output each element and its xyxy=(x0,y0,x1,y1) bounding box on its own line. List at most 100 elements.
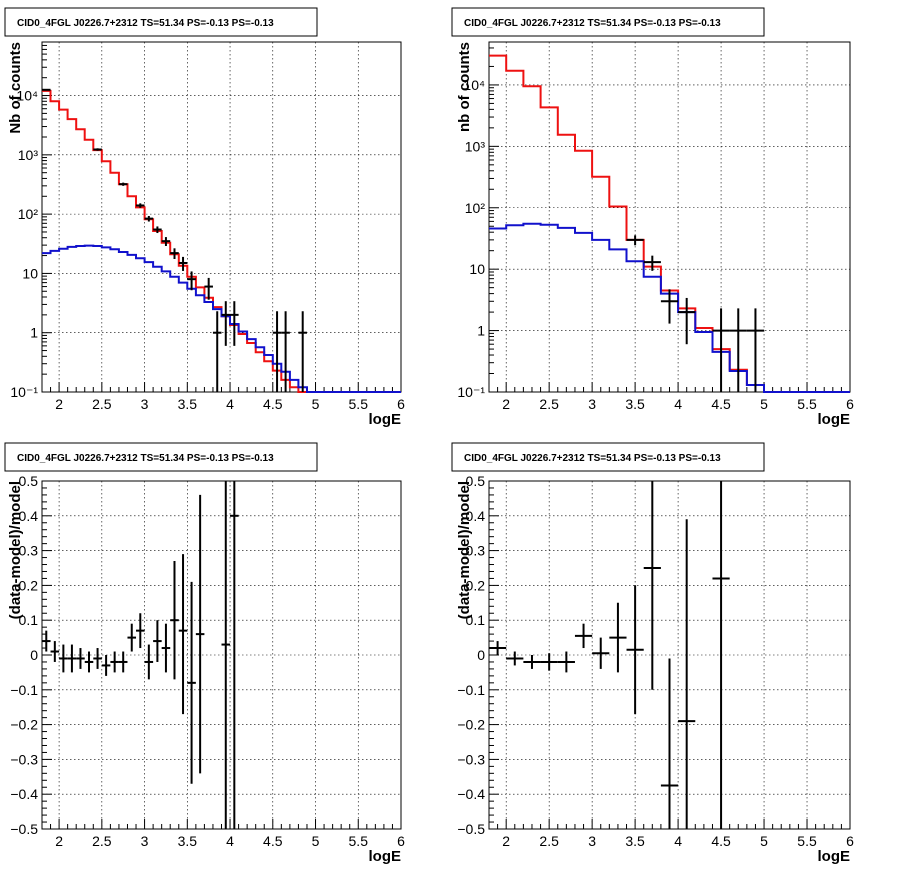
y-tick-label: −0.2 xyxy=(457,717,485,733)
y-tick-label: 0.1 xyxy=(19,612,39,628)
title-box xyxy=(451,442,765,472)
x-tick-label: 4 xyxy=(674,833,682,849)
data-point-8 xyxy=(170,248,179,260)
chart-title: CID0_4FGL J0226.7+2312 TS=51.34 PS=-0.13… xyxy=(17,18,274,29)
data-point-2 xyxy=(643,255,661,271)
y-tick-label: 10³ xyxy=(18,147,39,163)
y-axis-label: (data-model)/model xyxy=(7,481,24,619)
data-point-5 xyxy=(144,215,154,222)
y-tick-label: −0.5 xyxy=(10,821,38,837)
x-tick-label: 3 xyxy=(588,833,596,849)
residual-point-2 xyxy=(506,651,524,666)
x-tick-label: 2 xyxy=(502,396,510,412)
y-tick-label: −0.4 xyxy=(457,786,485,802)
residual-point-19 xyxy=(195,494,205,774)
y-tick-label: −0.3 xyxy=(10,751,38,767)
y-tick-label: 0.5 xyxy=(466,473,486,489)
x-tick-label: 3.5 xyxy=(178,396,198,412)
chart-title: CID0_4FGL J0226.7+2312 TS=51.34 PS=-0.13… xyxy=(464,453,721,464)
data-point-6 xyxy=(729,308,747,392)
data-point-16 xyxy=(281,311,290,392)
y-tick-label: 0.4 xyxy=(19,508,39,524)
x-axis-label: logE xyxy=(369,848,402,865)
data-point-10 xyxy=(187,271,196,291)
y-tick-label: 10⁴ xyxy=(463,77,485,93)
source-model-histogram xyxy=(42,244,401,393)
x-tick-label: 2 xyxy=(55,396,63,412)
residual-point-10 xyxy=(643,481,661,690)
residual-point-11 xyxy=(127,623,137,652)
chart-panel-3: 2 2.5 3 3.5 4 4.5 5 5.5 6 −0.5 −0.4 −0.3 −0.2 −0.1 0 0.… xyxy=(4,442,405,865)
residual-point-17 xyxy=(178,554,188,715)
y-tick-label: 10³ xyxy=(465,138,486,154)
data-point-12 xyxy=(212,311,222,392)
source-model-histogram xyxy=(489,222,850,393)
residual-point-10 xyxy=(118,651,128,673)
y-tick-label: −0.4 xyxy=(10,786,38,802)
residual-point-2 xyxy=(50,641,60,662)
x-tick-label: 3 xyxy=(588,396,596,412)
x-tick-label: 5.5 xyxy=(349,833,369,849)
x-tick-label: 6 xyxy=(846,833,854,849)
x-tick-label: 2 xyxy=(55,833,63,849)
x-axis-label: logE xyxy=(369,411,402,428)
residual-point-13 xyxy=(144,644,154,680)
y-tick-label: 10² xyxy=(18,206,39,222)
data-point-7 xyxy=(161,237,171,247)
residual-point-4 xyxy=(540,653,558,671)
y-tick-label: 0.3 xyxy=(19,543,39,559)
plot-frame xyxy=(488,41,851,393)
residual-point-4 xyxy=(67,644,77,673)
x-tick-label: 4 xyxy=(226,833,234,849)
residual-point-1 xyxy=(42,630,51,652)
residual-point-9 xyxy=(626,585,644,715)
residual-point-6 xyxy=(574,623,593,649)
y-tick-label: 0.2 xyxy=(19,577,39,593)
residual-point-7 xyxy=(592,637,610,669)
plot-frame xyxy=(41,480,402,830)
residual-point-6 xyxy=(84,651,94,673)
residual-point-15 xyxy=(161,623,171,673)
y-tick-label: −0.3 xyxy=(457,751,485,767)
y-tick-label: 0 xyxy=(477,647,485,663)
y-tick-label: 0.4 xyxy=(466,508,486,524)
residual-point-5 xyxy=(557,651,575,673)
data-point-4 xyxy=(678,297,696,345)
residual-point-3 xyxy=(523,655,541,669)
x-tick-label: 6 xyxy=(397,396,405,412)
data-point-4 xyxy=(136,203,145,208)
chart-title: CID0_4FGL J0226.7+2312 TS=51.34 PS=-0.13… xyxy=(17,453,274,464)
y-tick-label: 10⁻¹ xyxy=(10,384,38,400)
residual-point-1 xyxy=(489,641,507,655)
residual-point-12 xyxy=(678,519,696,829)
total-model-histogram xyxy=(42,89,401,393)
data-point-2 xyxy=(93,148,102,151)
data-point-17 xyxy=(298,311,307,392)
data-point-5 xyxy=(712,308,730,392)
data-point-6 xyxy=(153,226,162,234)
x-tick-label: 3 xyxy=(141,396,149,412)
x-tick-label: 4.5 xyxy=(263,396,283,412)
data-point-3 xyxy=(118,182,128,186)
y-tick-label: 10 xyxy=(469,261,485,277)
y-tick-label: 0 xyxy=(30,647,38,663)
residual-point-16 xyxy=(170,561,179,680)
x-tick-label: 5.5 xyxy=(349,396,369,412)
x-tick-label: 6 xyxy=(397,833,405,849)
residual-point-12 xyxy=(136,613,145,649)
data-point-14 xyxy=(230,301,239,346)
y-tick-label: 10 xyxy=(22,265,38,281)
y-axis-label: (data-model)/model xyxy=(456,481,473,619)
y-tick-label: −0.5 xyxy=(457,821,485,837)
chart-title: CID0_4FGL J0226.7+2312 TS=51.34 PS=-0.13… xyxy=(464,18,721,29)
x-tick-label: 2.5 xyxy=(539,396,559,412)
y-tick-label: −0.2 xyxy=(10,717,38,733)
x-tick-label: 3 xyxy=(141,833,149,849)
chart-panel-4: 2 2.5 3 3.5 4 4.5 5 5.5 6 −0.5 −0.4 −0.3 −0.2 −0.1 0 0.… xyxy=(451,442,854,865)
residual-point-14 xyxy=(153,620,162,662)
residual-point-8 xyxy=(609,602,627,673)
y-tick-label: 0.1 xyxy=(466,612,486,628)
chart-panel-1: 2 2.5 3 3.5 4 4.5 5 5.5 6 10⁻¹ 1 10 10² 10³ 10⁴ CID0_4F… xyxy=(4,7,405,428)
plot-frame xyxy=(41,41,402,393)
y-tick-label: 1 xyxy=(30,325,38,341)
